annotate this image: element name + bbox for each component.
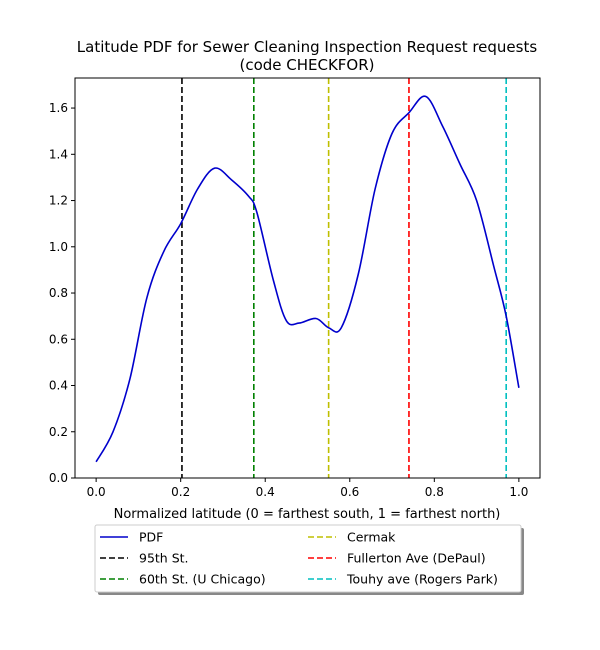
y-tick-label: 1.6: [49, 101, 68, 115]
legend-label-fullerton-ave-depaul: Fullerton Ave (DePaul): [347, 551, 486, 566]
x-axis: 0.0 0.2 0.4 0.6 0.8 1.0: [87, 478, 528, 499]
y-axis: 0.0 0.2 0.4 0.6 0.8 1.0 1.2 1.4 1.6: [49, 101, 75, 485]
x-tick-label: 0.0: [87, 485, 106, 499]
x-axis-label: Normalized latitude (0 = farthest south,…: [114, 507, 501, 522]
y-tick-label: 0.8: [49, 286, 68, 300]
legend-label-pdf: PDF: [139, 530, 163, 545]
y-tick-label: 0.2: [49, 425, 68, 439]
x-tick-label: 0.2: [171, 485, 190, 499]
series-line-pdf: [95, 95, 520, 463]
x-tick-label: 0.8: [425, 485, 444, 499]
series-layer: [95, 95, 520, 463]
y-tick-label: 1.0: [49, 240, 68, 254]
y-tick-label: 1.2: [49, 194, 68, 208]
y-tick-label: 0.0: [49, 471, 68, 485]
legend-label-95th-st: 95th St.: [139, 551, 189, 566]
x-tick-label: 1.0: [509, 485, 528, 499]
legend-label-60th-st-u-chicago: 60th St. (U Chicago): [139, 572, 266, 587]
reference-lines: [181, 78, 507, 478]
y-tick-label: 0.4: [49, 379, 68, 393]
legend-label-touhy-ave-rogers-park: Touhy ave (Rogers Park): [346, 572, 498, 587]
legend: PDF 95th St. 60th St. (U Chicago) Cermak Ful…: [94, 524, 524, 595]
y-tick-label: 0.6: [49, 332, 68, 346]
y-tick-label: 1.4: [49, 147, 68, 161]
legend-label-cermak: Cermak: [347, 530, 396, 545]
chart-subtitle: (code CHECKFOR): [239, 56, 374, 74]
x-tick-label: 0.6: [340, 485, 359, 499]
x-tick-label: 0.4: [256, 485, 275, 499]
chart-title: Latitude PDF for Sewer Cleaning Inspecti…: [77, 38, 538, 56]
plot-frame: [74, 77, 541, 479]
